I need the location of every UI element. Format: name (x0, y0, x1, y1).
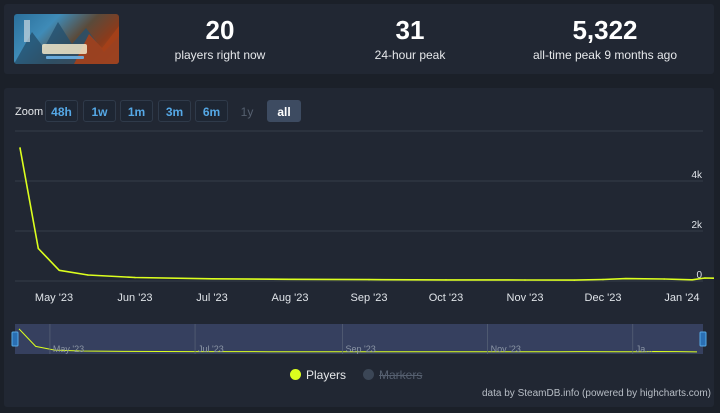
markers-legend-dot (363, 369, 374, 380)
legend-item-players[interactable]: Players (290, 368, 346, 382)
x-tick-label: Jan '24 (664, 292, 699, 304)
x-tick-label: Sep '23 (351, 292, 388, 304)
chart-panel: Zoom 48h 1w 1m 3m 6m 1y all 0 2k 4k May '2… (4, 88, 714, 407)
stat-24h-peak: 31 24-hour peak (315, 14, 505, 62)
zoom-label: Zoom (15, 106, 44, 118)
players-legend-dot (290, 369, 301, 380)
players-now-value: 20 (205, 15, 235, 45)
chart-credits[interactable]: data by SteamDB.info (powered by highcha… (482, 388, 711, 399)
zoom-button-1m[interactable]: 1m (120, 100, 153, 122)
players-data-point (704, 277, 706, 279)
players-data-point (573, 279, 576, 281)
x-tick-label: Jul '23 (196, 292, 227, 304)
x-tick-label: Nov '23 (507, 292, 544, 304)
legend-markers-label: Markers (379, 368, 423, 382)
navigator-tick-label: May '23 (53, 344, 84, 354)
x-tick-label: Oct '23 (429, 292, 464, 304)
stats-bar: 20 players right now 31 24-hour peak 5,3… (4, 4, 714, 74)
navigator[interactable]: May '23 Jul '23 Sep '23 Nov '23 Ja... (11, 324, 707, 354)
players-data-point (524, 279, 526, 281)
series-layer (19, 147, 714, 281)
y-tick-label: 2k (691, 220, 703, 231)
x-tick-label: Dec '23 (585, 292, 622, 304)
stat-players-now: 20 players right now (125, 14, 315, 62)
legend-players-label: Players (306, 368, 347, 382)
players-now-label: players right now (174, 48, 266, 62)
peak-24h-label: 24-hour peak (374, 48, 446, 62)
players-data-point (602, 278, 604, 281)
y-axis-ticks: 0 2k 4k (691, 170, 703, 281)
x-tick-label: Aug '23 (272, 292, 309, 304)
zoom-button-1y: 1y (240, 105, 254, 119)
zoom-button-3m[interactable]: 3m (158, 100, 191, 122)
zoom-button-48h[interactable]: 48h (45, 100, 78, 122)
players-data-point (289, 278, 291, 281)
navigator-series-line (18, 328, 698, 353)
navigator-right-handle[interactable] (699, 331, 707, 347)
players-data-point (625, 277, 627, 280)
x-tick-label: May '23 (35, 292, 73, 304)
players-data-point (691, 278, 693, 281)
peak-24h-value: 31 (395, 15, 425, 45)
navigator-series (18, 328, 698, 353)
players-data-point (368, 278, 370, 281)
y-tick-label: 4k (691, 170, 703, 181)
navigator-left-handle[interactable] (11, 331, 19, 347)
game-logo-icon (14, 20, 119, 64)
all-time-peak-value: 5,322 (572, 15, 638, 45)
legend-item-markers[interactable]: Markers (363, 368, 422, 382)
x-axis-ticks: May '23 Jun '23 Jul '23 Aug '23 Sep '23 Oct '… (35, 292, 700, 304)
navigator-tick-label: Ja... (636, 344, 653, 354)
players-data-point (37, 247, 40, 250)
x-tick-label: Jun '23 (117, 292, 152, 304)
zoom-button-1w[interactable]: 1w (83, 100, 116, 122)
chart-grid (15, 130, 703, 282)
players-data-point (211, 277, 213, 280)
navigator-ticks: May '23 Jul '23 Sep '23 Nov '23 Ja... (49, 324, 653, 354)
players-data-point (87, 274, 89, 276)
navigator-tick-label: Nov '23 (491, 344, 521, 354)
players-data-point (445, 279, 447, 281)
navigator-tick-label: Jul '23 (198, 344, 224, 354)
players-data-point (663, 278, 665, 280)
all-time-peak-label: all-time peak 9 months ago (532, 48, 678, 62)
players-data-point (19, 147, 21, 149)
stat-all-time-peak: 5,322 all-time peak 9 months ago (510, 14, 700, 62)
zoom-button-6m[interactable]: 6m (195, 100, 228, 122)
player-count-chart[interactable]: 0 2k 4k May '23 Jun '23 Jul '23 Aug '23 Sep '2… (4, 88, 714, 363)
navigator-selection[interactable] (15, 324, 703, 354)
players-series-line[interactable] (19, 147, 714, 281)
zoom-button-all[interactable]: all (267, 100, 301, 122)
game-header-image[interactable] (14, 14, 119, 64)
players-data-point (58, 269, 61, 272)
y-tick-label: 0 (696, 270, 702, 281)
navigator-tick-label: Sep '23 (346, 344, 376, 354)
players-data-point (134, 276, 136, 279)
